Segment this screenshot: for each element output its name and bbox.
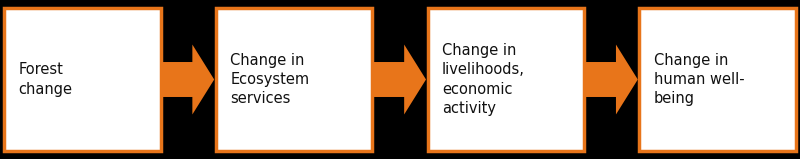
- Text: Change in
Ecosystem
services: Change in Ecosystem services: [230, 53, 310, 106]
- Polygon shape: [586, 45, 638, 114]
- FancyBboxPatch shape: [427, 8, 584, 151]
- Text: Change in
livelihoods,
economic
activity: Change in livelihoods, economic activity: [442, 43, 525, 116]
- Text: Forest
change: Forest change: [18, 62, 73, 97]
- Polygon shape: [162, 45, 214, 114]
- FancyBboxPatch shape: [4, 8, 161, 151]
- Polygon shape: [374, 45, 426, 114]
- FancyBboxPatch shape: [216, 8, 372, 151]
- Text: Change in
human well-
being: Change in human well- being: [654, 53, 745, 106]
- FancyBboxPatch shape: [639, 8, 796, 151]
